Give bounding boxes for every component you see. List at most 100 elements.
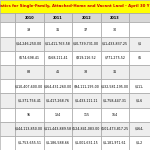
Bar (15, 65, 44, 79)
Bar (0, 51, 15, 65)
Bar (72, 13, 100, 22)
Text: $14,246,250.00: $14,246,250.00 (16, 42, 42, 46)
Text: 134: 134 (55, 113, 61, 117)
Text: $674,698.41: $674,698.41 (19, 56, 40, 60)
Bar (72, 136, 100, 150)
Bar (72, 37, 100, 51)
Bar (129, 79, 150, 93)
Text: $1: $1 (137, 42, 142, 46)
Text: 39: 39 (27, 28, 31, 32)
Bar (72, 65, 100, 79)
Text: $819,116.52: $819,116.52 (76, 56, 97, 60)
Bar (100, 79, 129, 93)
Bar (72, 51, 100, 65)
Bar (15, 108, 44, 122)
Bar (72, 22, 100, 37)
Bar (129, 37, 150, 51)
Bar (0, 0, 150, 13)
Text: $1,417,268.76: $1,417,268.76 (46, 98, 70, 102)
Text: 2012: 2012 (81, 16, 91, 20)
Bar (72, 108, 100, 122)
Text: $10,739,731.00: $10,739,731.00 (73, 42, 99, 46)
Bar (129, 93, 150, 108)
Bar (0, 13, 15, 22)
Text: 2011: 2011 (53, 16, 63, 20)
Bar (129, 51, 150, 65)
Bar (129, 65, 150, 79)
Text: $501,473,817.25: $501,473,817.25 (101, 127, 129, 131)
Text: 2010: 2010 (24, 16, 34, 20)
Text: $568,111.41: $568,111.41 (47, 56, 68, 60)
Bar (100, 13, 129, 22)
Bar (15, 22, 44, 37)
Text: $94,111,195.00: $94,111,195.00 (73, 84, 99, 88)
Text: 164: 164 (112, 113, 118, 117)
Bar (72, 79, 100, 93)
Text: $144,113,850.00: $144,113,850.00 (15, 127, 43, 131)
Text: Combined Statistics for Single-Family, Attached-Home and Vacant Land - April 30 : Combined Statistics for Single-Family, A… (0, 4, 150, 8)
Bar (100, 122, 129, 136)
Text: 115: 115 (83, 113, 89, 117)
Bar (0, 136, 15, 150)
Text: $1,2: $1,2 (136, 141, 143, 145)
Text: $11,433,837.25: $11,433,837.25 (102, 42, 128, 46)
Text: 30: 30 (113, 28, 117, 32)
Bar (44, 22, 72, 37)
Text: $111,443,889.58: $111,443,889.58 (44, 127, 72, 131)
Bar (72, 122, 100, 136)
Bar (129, 122, 150, 136)
Text: $1,181,971.61: $1,181,971.61 (103, 141, 127, 145)
Bar (0, 37, 15, 51)
Bar (15, 51, 44, 65)
Text: $164,431,260.00: $164,431,260.00 (44, 84, 72, 88)
Text: 2013: 2013 (110, 16, 120, 20)
Bar (44, 79, 72, 93)
Bar (129, 13, 150, 22)
Bar (15, 37, 44, 51)
Text: $771,275.52: $771,275.52 (104, 56, 125, 60)
Text: 95: 95 (27, 113, 31, 117)
Text: 38: 38 (84, 70, 88, 74)
Text: $1,753,655.51: $1,753,655.51 (17, 141, 41, 145)
Bar (15, 79, 44, 93)
Text: $6: $6 (137, 56, 142, 60)
Bar (44, 13, 72, 22)
Bar (44, 122, 72, 136)
Bar (100, 65, 129, 79)
Text: $1,433,111.11: $1,433,111.11 (75, 98, 98, 102)
Bar (129, 136, 150, 150)
Text: 31: 31 (113, 70, 117, 74)
Text: 41: 41 (56, 70, 60, 74)
Bar (0, 108, 15, 122)
Bar (44, 51, 72, 65)
Bar (100, 108, 129, 122)
Bar (15, 93, 44, 108)
Text: $1,186,588.66: $1,186,588.66 (46, 141, 70, 145)
Text: $1,371,756.41: $1,371,756.41 (17, 98, 41, 102)
Bar (44, 136, 72, 150)
Bar (0, 22, 15, 37)
Bar (129, 22, 150, 37)
Text: $110,407,600.00: $110,407,600.00 (15, 84, 43, 88)
Text: $1,001,631.15: $1,001,631.15 (74, 141, 98, 145)
Bar (44, 37, 72, 51)
Bar (15, 136, 44, 150)
Bar (15, 13, 44, 22)
Bar (100, 22, 129, 37)
Text: $111,: $111, (135, 84, 144, 88)
Text: 37: 37 (84, 28, 88, 32)
Text: $164,: $164, (135, 127, 144, 131)
Bar (44, 93, 72, 108)
Bar (0, 122, 15, 136)
Bar (44, 65, 72, 79)
Bar (0, 65, 15, 79)
Text: 31: 31 (56, 28, 60, 32)
Bar (15, 122, 44, 136)
Bar (0, 93, 15, 108)
Bar (100, 93, 129, 108)
Bar (100, 37, 129, 51)
Text: 88: 88 (27, 70, 31, 74)
Bar (100, 51, 129, 65)
Bar (129, 108, 150, 122)
Bar (100, 136, 129, 150)
